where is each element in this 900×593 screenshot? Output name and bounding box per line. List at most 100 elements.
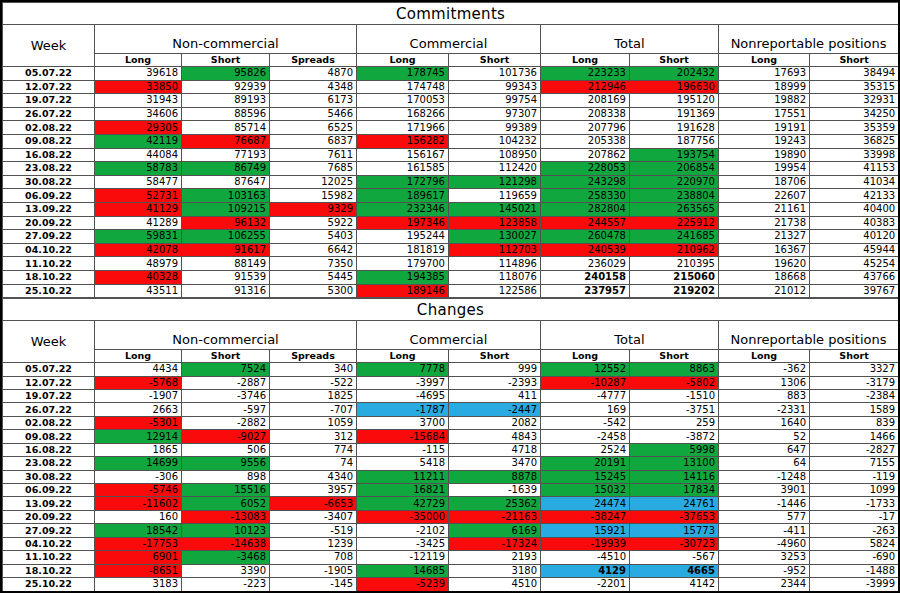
value-cell: 205338 xyxy=(541,134,630,148)
value-cell: 29305 xyxy=(95,121,182,135)
week-cell: 06.09.22 xyxy=(3,189,95,203)
value-cell: -1733 xyxy=(810,497,899,510)
value-cell: -35000 xyxy=(357,510,449,523)
column-group-header: Total xyxy=(541,321,719,350)
value-cell: -21163 xyxy=(449,510,541,523)
table-row: 09.08.2242119766876837156282104232205338… xyxy=(3,134,899,148)
value-cell: 91316 xyxy=(182,284,270,298)
value-cell: 5998 xyxy=(630,443,719,456)
value-cell: 41289 xyxy=(95,216,182,230)
week-cell: 20.09.22 xyxy=(3,510,95,523)
table-row: 13.09.22-116026052-665342729253622447424… xyxy=(3,497,899,510)
value-cell: 76687 xyxy=(182,134,270,148)
value-cell: 219202 xyxy=(630,284,719,298)
value-cell: 4665 xyxy=(630,564,719,577)
value-cell: 7611 xyxy=(270,148,357,162)
column-group-header: Nonreportable positions xyxy=(719,321,899,350)
value-cell: 19882 xyxy=(719,94,810,108)
value-cell: 6169 xyxy=(449,524,541,537)
value-cell: 178745 xyxy=(357,67,449,81)
value-cell: -1905 xyxy=(270,564,357,577)
column-group-row: WeekNon-commercialCommercialTotalNonrepo… xyxy=(3,321,899,350)
column-group-header: Non-commercial xyxy=(95,321,357,350)
value-cell: -4777 xyxy=(541,389,630,402)
value-cell: 6642 xyxy=(270,243,357,257)
value-cell: 168266 xyxy=(357,107,449,121)
table-row: 30.08.2258477876471202517279612129824329… xyxy=(3,175,899,189)
value-cell: 103163 xyxy=(182,189,270,203)
value-cell: 2524 xyxy=(541,443,630,456)
value-cell: 17834 xyxy=(630,484,719,497)
value-cell: -3997 xyxy=(357,376,449,389)
value-cell: 196630 xyxy=(630,80,719,94)
value-cell: 194385 xyxy=(357,270,449,284)
value-cell: -17753 xyxy=(95,537,182,550)
week-cell: 27.09.22 xyxy=(3,230,95,244)
value-cell: 19890 xyxy=(719,148,810,162)
value-cell: 236029 xyxy=(541,257,630,271)
value-cell: 97307 xyxy=(449,107,541,121)
value-cell: 174748 xyxy=(357,80,449,94)
table-row: 27.09.2259831106255540319524413002726047… xyxy=(3,230,899,244)
value-cell: 883 xyxy=(719,389,810,402)
table-row: 16.08.221865506774-115471825245998647-28… xyxy=(3,443,899,456)
value-cell: 52 xyxy=(719,430,810,443)
column-group-header: Total xyxy=(541,25,719,54)
value-cell: 191369 xyxy=(630,107,719,121)
value-cell: 145021 xyxy=(449,202,541,216)
value-cell: 8863 xyxy=(630,363,719,376)
value-cell: -542 xyxy=(541,416,630,429)
week-cell: 11.10.22 xyxy=(3,257,95,271)
table-row: 18.10.22-86513390-190514685318041294665-… xyxy=(3,564,899,577)
table-row: 06.09.2252731103163159821896171196592583… xyxy=(3,189,899,203)
value-cell: 160 xyxy=(95,510,182,523)
value-cell: 108950 xyxy=(449,148,541,162)
week-cell: 23.08.22 xyxy=(3,457,95,470)
value-cell: 35359 xyxy=(810,121,899,135)
value-cell: -362 xyxy=(719,363,810,376)
value-cell: 88596 xyxy=(182,107,270,121)
value-cell: 35315 xyxy=(810,80,899,94)
week-cell: 26.07.22 xyxy=(3,107,95,121)
value-cell: 42729 xyxy=(357,497,449,510)
table-title: Changes xyxy=(3,299,899,321)
value-cell: -223 xyxy=(182,578,270,591)
value-cell: 7685 xyxy=(270,162,357,176)
value-cell: 18542 xyxy=(95,524,182,537)
value-cell: 3183 xyxy=(95,578,182,591)
value-cell: 708 xyxy=(270,551,357,564)
value-cell: -2447 xyxy=(449,403,541,416)
value-cell: 506 xyxy=(182,443,270,456)
value-cell: 15516 xyxy=(182,484,270,497)
value-cell: -2458 xyxy=(541,430,630,443)
table-row: 09.08.2212914-9027312-156844843-2458-387… xyxy=(3,430,899,443)
value-cell: 112420 xyxy=(449,162,541,176)
value-cell: 179700 xyxy=(357,257,449,271)
commitments-table: CommitmentsWeekNon-commercialCommercialT… xyxy=(2,2,899,298)
value-cell: -2384 xyxy=(810,389,899,402)
value-cell: 6525 xyxy=(270,121,357,135)
value-cell: -1488 xyxy=(810,564,899,577)
value-cell: 20191 xyxy=(541,457,630,470)
value-cell: 1865 xyxy=(95,443,182,456)
value-cell: -2393 xyxy=(449,376,541,389)
value-cell: 18706 xyxy=(719,175,810,189)
value-cell: 39618 xyxy=(95,67,182,81)
value-cell: 25362 xyxy=(449,497,541,510)
week-cell: 26.07.22 xyxy=(3,403,95,416)
value-cell: 85714 xyxy=(182,121,270,135)
week-cell: 20.09.22 xyxy=(3,216,95,230)
value-cell: 202432 xyxy=(630,67,719,81)
value-cell: 99343 xyxy=(449,80,541,94)
value-cell: -2102 xyxy=(357,524,449,537)
table-row: 27.09.221854210123-519-21026169159211577… xyxy=(3,524,899,537)
value-cell: 2193 xyxy=(449,551,541,564)
value-cell: -19939 xyxy=(541,537,630,550)
column-header: Long xyxy=(719,54,810,67)
value-cell: 11211 xyxy=(357,470,449,483)
value-cell: 1825 xyxy=(270,389,357,402)
table-row: 30.08.22-30689843401121188781524514116-1… xyxy=(3,470,899,483)
week-cell: 16.08.22 xyxy=(3,148,95,162)
table-row: 12.07.22-5768-2887-522-3997-2393-10287-5… xyxy=(3,376,899,389)
value-cell: 59831 xyxy=(95,230,182,244)
